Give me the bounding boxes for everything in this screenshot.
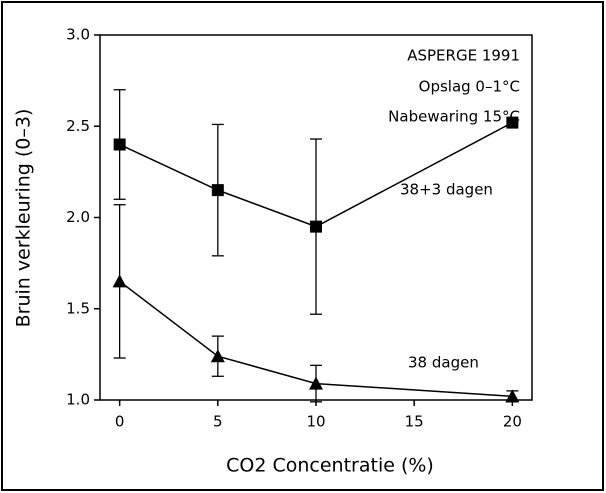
x-tick-label: 10 [306,413,325,431]
series-line [119,121,513,228]
marker [113,138,126,151]
y-axis-label: Bruin verkleuring (0–3) [13,109,35,328]
x-tick-label: 5 [213,413,223,431]
x-tick-label: 20 [503,413,522,431]
x-tick-label: 15 [405,413,424,431]
marker [505,389,520,403]
marker [211,184,224,197]
x-axis-label: CO2 Concentratie (%) [226,455,434,477]
y-tick-label: 1.0 [66,391,90,409]
annotation: ASPERGE 1991 [407,47,520,65]
series-label: 38 dagen [408,354,479,372]
y-tick-label: 2.5 [66,117,90,135]
y-tick-label: 1.5 [66,299,90,317]
marker [506,116,519,129]
series-label: 38+3 dagen [400,181,493,199]
y-tick-label: 3.0 [66,26,90,44]
marker [112,274,127,288]
y-tick-label: 2.0 [66,208,90,226]
x-tick-label: 0 [115,413,125,431]
series-line [119,280,513,398]
marker [210,349,225,363]
annotation: Opslag 0–1°C [419,78,520,96]
marker [309,376,323,390]
annotation: Nabewaring 15°C [388,108,520,126]
marker [310,220,322,233]
